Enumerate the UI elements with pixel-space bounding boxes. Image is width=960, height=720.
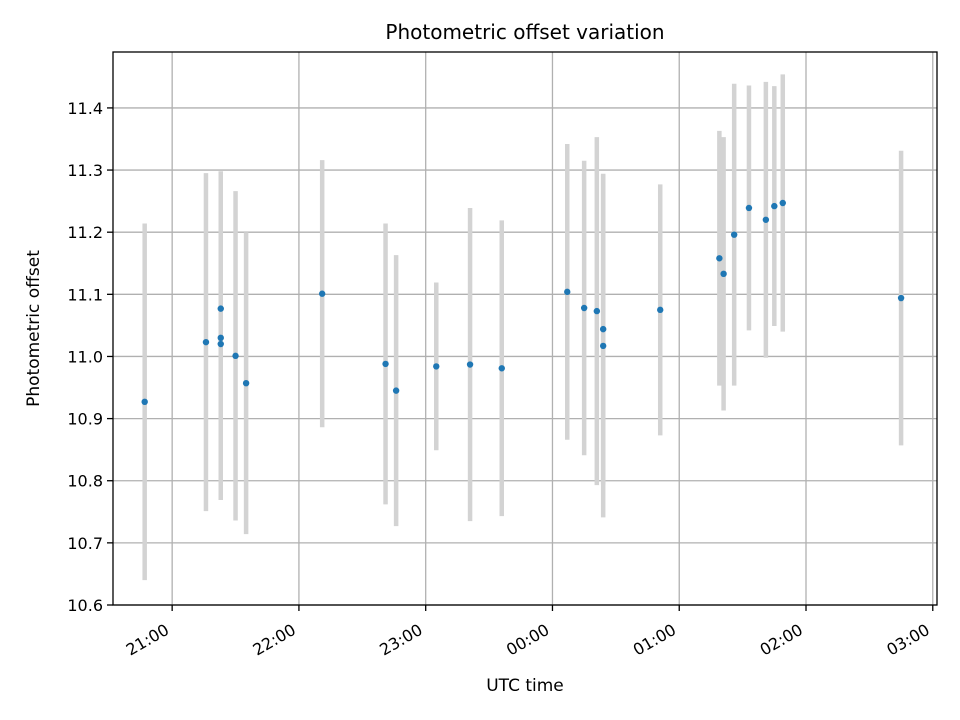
y-tick-label: 11.0 xyxy=(67,347,103,366)
data-point xyxy=(897,294,905,302)
data-point xyxy=(318,290,326,297)
data-point xyxy=(217,305,224,312)
data-point xyxy=(392,387,400,394)
data-point xyxy=(466,361,474,368)
data-point xyxy=(720,270,727,278)
y-tick-label: 10.6 xyxy=(67,596,103,615)
chart-title: Photometric offset variation xyxy=(385,20,664,44)
y-tick-label: 11.3 xyxy=(67,161,103,180)
data-point xyxy=(580,304,588,312)
data-point xyxy=(771,202,778,210)
data-point xyxy=(593,307,601,315)
data-point xyxy=(382,360,389,368)
data-point xyxy=(433,363,440,370)
y-axis-title: Photometric offset xyxy=(24,250,44,407)
data-point xyxy=(217,340,224,348)
data-point xyxy=(716,255,723,262)
data-point xyxy=(599,342,607,350)
data-point xyxy=(762,216,770,223)
data-point xyxy=(498,365,505,372)
y-tick-label: 11.1 xyxy=(67,285,103,304)
data-point xyxy=(745,204,753,212)
data-points xyxy=(141,199,905,406)
y-tick-label: 11.4 xyxy=(67,99,103,118)
x-axis-title: UTC time xyxy=(486,676,564,696)
data-point xyxy=(141,398,148,406)
data-point xyxy=(599,325,607,333)
data-point xyxy=(202,338,210,346)
y-axis-ticks: 10.6 10.7 10.8 10.9 11.0 11.1 11.2 11.3 11.4 xyxy=(67,99,113,615)
data-point xyxy=(564,288,571,296)
data-point xyxy=(657,306,664,314)
y-tick-label: 11.2 xyxy=(67,223,103,242)
y-tick-label: 10.8 xyxy=(67,472,103,491)
data-point xyxy=(232,352,239,360)
y-tick-label: 10.7 xyxy=(67,534,103,553)
data-point xyxy=(217,334,224,342)
data-point xyxy=(730,231,738,238)
data-point xyxy=(779,199,786,207)
data-point xyxy=(242,379,250,387)
y-tick-label: 10.9 xyxy=(67,410,103,429)
plot-frame xyxy=(112,51,938,606)
